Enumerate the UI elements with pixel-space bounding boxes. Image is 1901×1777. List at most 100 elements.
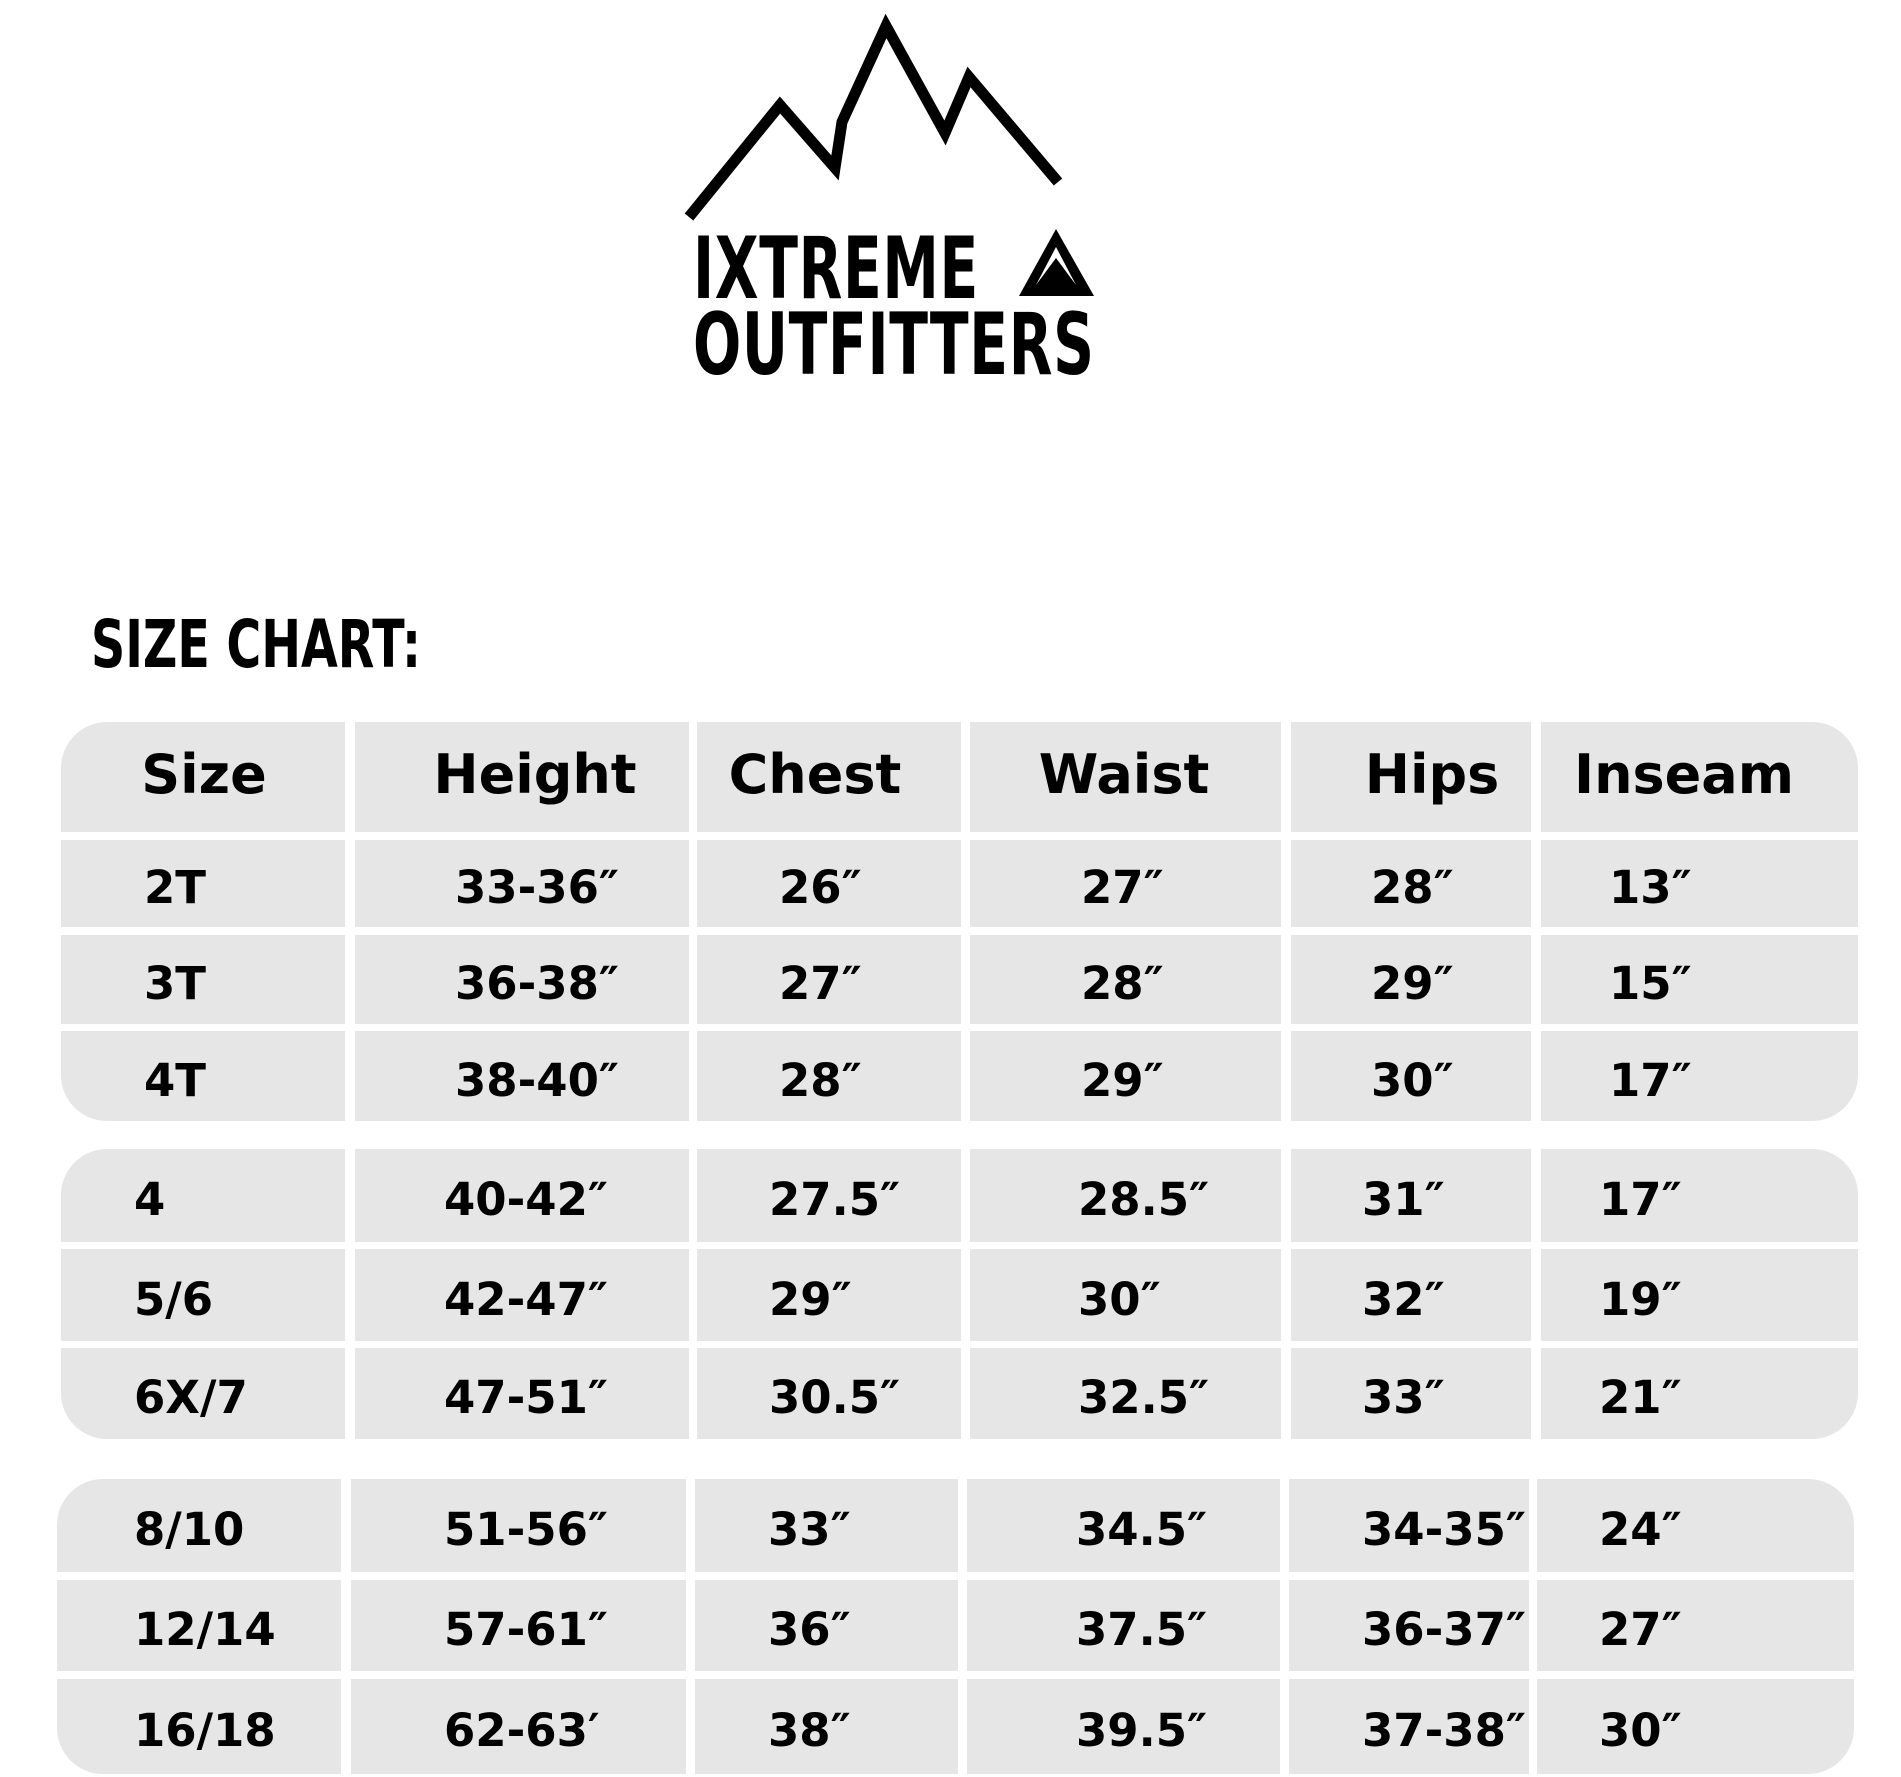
- cell-inseam: 21″: [1599, 1371, 1682, 1424]
- cell-height: 33-36″: [455, 861, 620, 914]
- table-cell: [57, 1679, 341, 1774]
- table-cell: [695, 1679, 958, 1774]
- table-cell: [1291, 1031, 1531, 1121]
- cell-chest: 28″: [779, 1053, 862, 1107]
- cell-hips: 33″: [1362, 1371, 1445, 1424]
- column-header-hips: Hips: [1364, 743, 1500, 806]
- table-group-1: Size Height Chest Waist Hips Inseam 2T 33-36″ 26…: [61, 722, 1858, 1121]
- cell-inseam: 17″: [1609, 1053, 1692, 1107]
- table-cell: [61, 935, 345, 1024]
- table-cell: [970, 1249, 1281, 1341]
- table-cell: [61, 1249, 345, 1341]
- column-header-chest: Chest: [728, 743, 902, 806]
- cell-height: 42-47″: [444, 1272, 609, 1326]
- table-cell: [351, 1479, 686, 1572]
- cell-waist: 32.5″: [1078, 1371, 1210, 1424]
- cell-inseam: 27″: [1599, 1603, 1682, 1656]
- column-header-waist: Waist: [1038, 743, 1210, 806]
- table-cell: [1289, 1580, 1529, 1671]
- table-cell: [61, 1149, 345, 1242]
- table-cell: [1289, 1679, 1529, 1774]
- column-header-size: Size: [141, 743, 267, 806]
- table-group-2: 4 40-42″ 27.5″ 28.5″ 31″ 17″ 5/6 42-47″ 29″ 30″ 32…: [61, 1149, 1858, 1439]
- table-cell: [355, 1031, 689, 1121]
- cell-waist: 29″: [1081, 1053, 1164, 1107]
- table-cell: [61, 1348, 345, 1439]
- cell-waist: 28.5″: [1078, 1173, 1210, 1226]
- table-cell: [355, 1249, 689, 1341]
- cell-chest: 33″: [768, 1503, 851, 1556]
- table-cell: [697, 840, 961, 927]
- cell-hips: 31″: [1362, 1173, 1445, 1226]
- cell-size: 6X/7: [134, 1371, 248, 1424]
- table-cell: [1291, 840, 1531, 927]
- table-cell: [1537, 1479, 1854, 1572]
- table-group-3: 8/10 51-56″ 33″ 34.5″ 34-35″ 24″ 12/14 57-61″ 36…: [57, 1479, 1854, 1774]
- cell-size: 12/14: [134, 1603, 276, 1656]
- table-cell: [57, 1580, 341, 1671]
- cell-waist: 27″: [1081, 861, 1164, 914]
- cell-height: 47-51″: [444, 1371, 609, 1424]
- table-cell: [1541, 935, 1858, 1024]
- cell-size: 5/6: [134, 1272, 214, 1326]
- cell-hips: 36-37″: [1362, 1603, 1527, 1656]
- header-cell: [1541, 722, 1858, 832]
- cell-size: 3T: [144, 957, 207, 1010]
- table-cell: [57, 1479, 341, 1572]
- mountain-range-icon: [684, 13, 1094, 296]
- table-cell: [970, 1149, 1281, 1242]
- table-cell: [970, 1348, 1281, 1439]
- triangle-mountain-icon: [1019, 229, 1094, 296]
- header-cell: [697, 722, 961, 832]
- table-cell: [351, 1580, 686, 1671]
- cell-size: 4T: [144, 1053, 207, 1107]
- table-cell: [1541, 1031, 1858, 1121]
- table-cell: [697, 1348, 961, 1439]
- header-cell: [970, 722, 1281, 832]
- table-cell: [970, 935, 1281, 1024]
- table-cell: [1291, 1149, 1531, 1242]
- table-cell: [1289, 1479, 1529, 1572]
- table-cell: [695, 1479, 958, 1572]
- cell-size: 16/18: [134, 1704, 276, 1757]
- cell-chest: 29″: [769, 1272, 852, 1326]
- table-cell: [967, 1580, 1280, 1671]
- table-cell: [1537, 1679, 1854, 1774]
- table-cell: [1291, 935, 1531, 1024]
- cell-inseam: 24″: [1599, 1503, 1682, 1556]
- cell-height: 36-38″: [455, 957, 620, 1010]
- table-cell: [355, 935, 689, 1024]
- table-cell: [1291, 1348, 1531, 1439]
- table-cell: [355, 840, 689, 927]
- cell-hips: 34-35″: [1362, 1503, 1527, 1556]
- cell-waist: 39.5″: [1076, 1704, 1208, 1757]
- cell-chest: 26″: [779, 861, 862, 914]
- page-title: SIZE CHART:: [91, 606, 422, 683]
- cell-height: 51-56″: [444, 1503, 609, 1556]
- cell-waist: 37.5″: [1076, 1603, 1208, 1656]
- cell-size: 8/10: [134, 1503, 245, 1556]
- cell-hips: 28″: [1371, 861, 1454, 914]
- cell-inseam: 19″: [1599, 1272, 1682, 1326]
- cell-waist: 30″: [1078, 1272, 1161, 1326]
- brand-name-line2: OUTFITTERS: [693, 295, 1095, 395]
- cell-height: 38-40″: [455, 1053, 620, 1107]
- cell-inseam: 17″: [1599, 1173, 1682, 1226]
- table-cell: [967, 1479, 1280, 1572]
- table-cell: [61, 1031, 345, 1121]
- table-cell: [61, 840, 345, 927]
- table-cell: [1541, 840, 1858, 927]
- cell-hips: 37-38″: [1362, 1704, 1527, 1757]
- table-cell: [1541, 1249, 1858, 1341]
- cell-height: 62-63′: [444, 1704, 600, 1757]
- cell-size: 4: [134, 1173, 166, 1226]
- table-cell: [1541, 1348, 1858, 1439]
- table-cell: [967, 1679, 1280, 1774]
- cell-chest: 27.5″: [769, 1173, 901, 1226]
- table-cell: [1291, 1249, 1531, 1341]
- table-cell: [697, 1031, 961, 1121]
- cell-hips: 32″: [1362, 1272, 1445, 1326]
- table-cell: [351, 1679, 686, 1774]
- cell-inseam: 15″: [1609, 957, 1692, 1010]
- header-cell: [1291, 722, 1531, 832]
